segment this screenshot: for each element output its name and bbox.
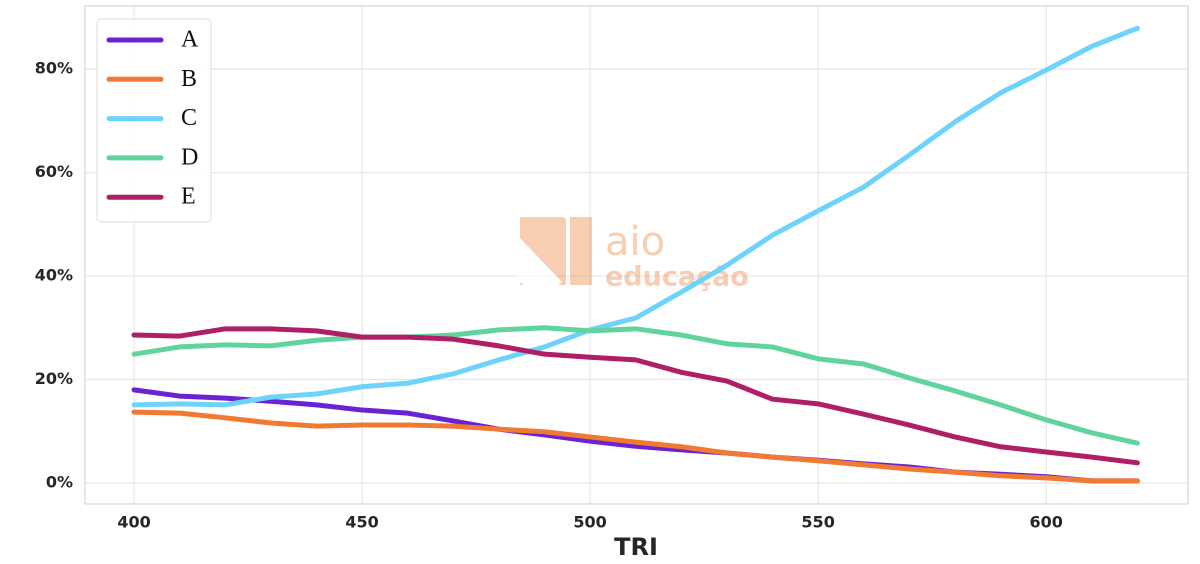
logo-bar xyxy=(570,217,592,285)
series-line xyxy=(131,326,1140,466)
legend-label: D xyxy=(181,144,198,170)
watermark-text: aio xyxy=(605,219,665,265)
series-line xyxy=(131,25,1140,408)
x-tick-label: 450 xyxy=(345,513,378,532)
x-axis-title: TRI xyxy=(614,533,658,560)
logo-shape xyxy=(520,217,566,285)
y-tick-label: 40% xyxy=(35,266,73,285)
y-tick-label: 80% xyxy=(35,59,73,78)
x-tick-label: 550 xyxy=(801,513,834,532)
legend-label: B xyxy=(181,66,197,92)
plot-frame xyxy=(84,5,1189,505)
x-tick-label: 600 xyxy=(1029,513,1062,532)
x-tick-label: 500 xyxy=(573,513,606,532)
series-line xyxy=(131,387,1140,484)
logo-cut xyxy=(510,238,562,291)
legend-label: A xyxy=(181,27,199,53)
series-line xyxy=(131,325,1140,446)
y-tick-label: 0% xyxy=(46,472,73,491)
legend-label: C xyxy=(181,105,197,131)
watermark: aio educação xyxy=(510,217,749,293)
y-tick-label: 60% xyxy=(35,162,73,181)
x-tick-label: 400 xyxy=(117,513,150,532)
y-tick-label: 20% xyxy=(35,369,73,388)
series-line xyxy=(131,409,1140,484)
legend-label: E xyxy=(181,184,196,210)
